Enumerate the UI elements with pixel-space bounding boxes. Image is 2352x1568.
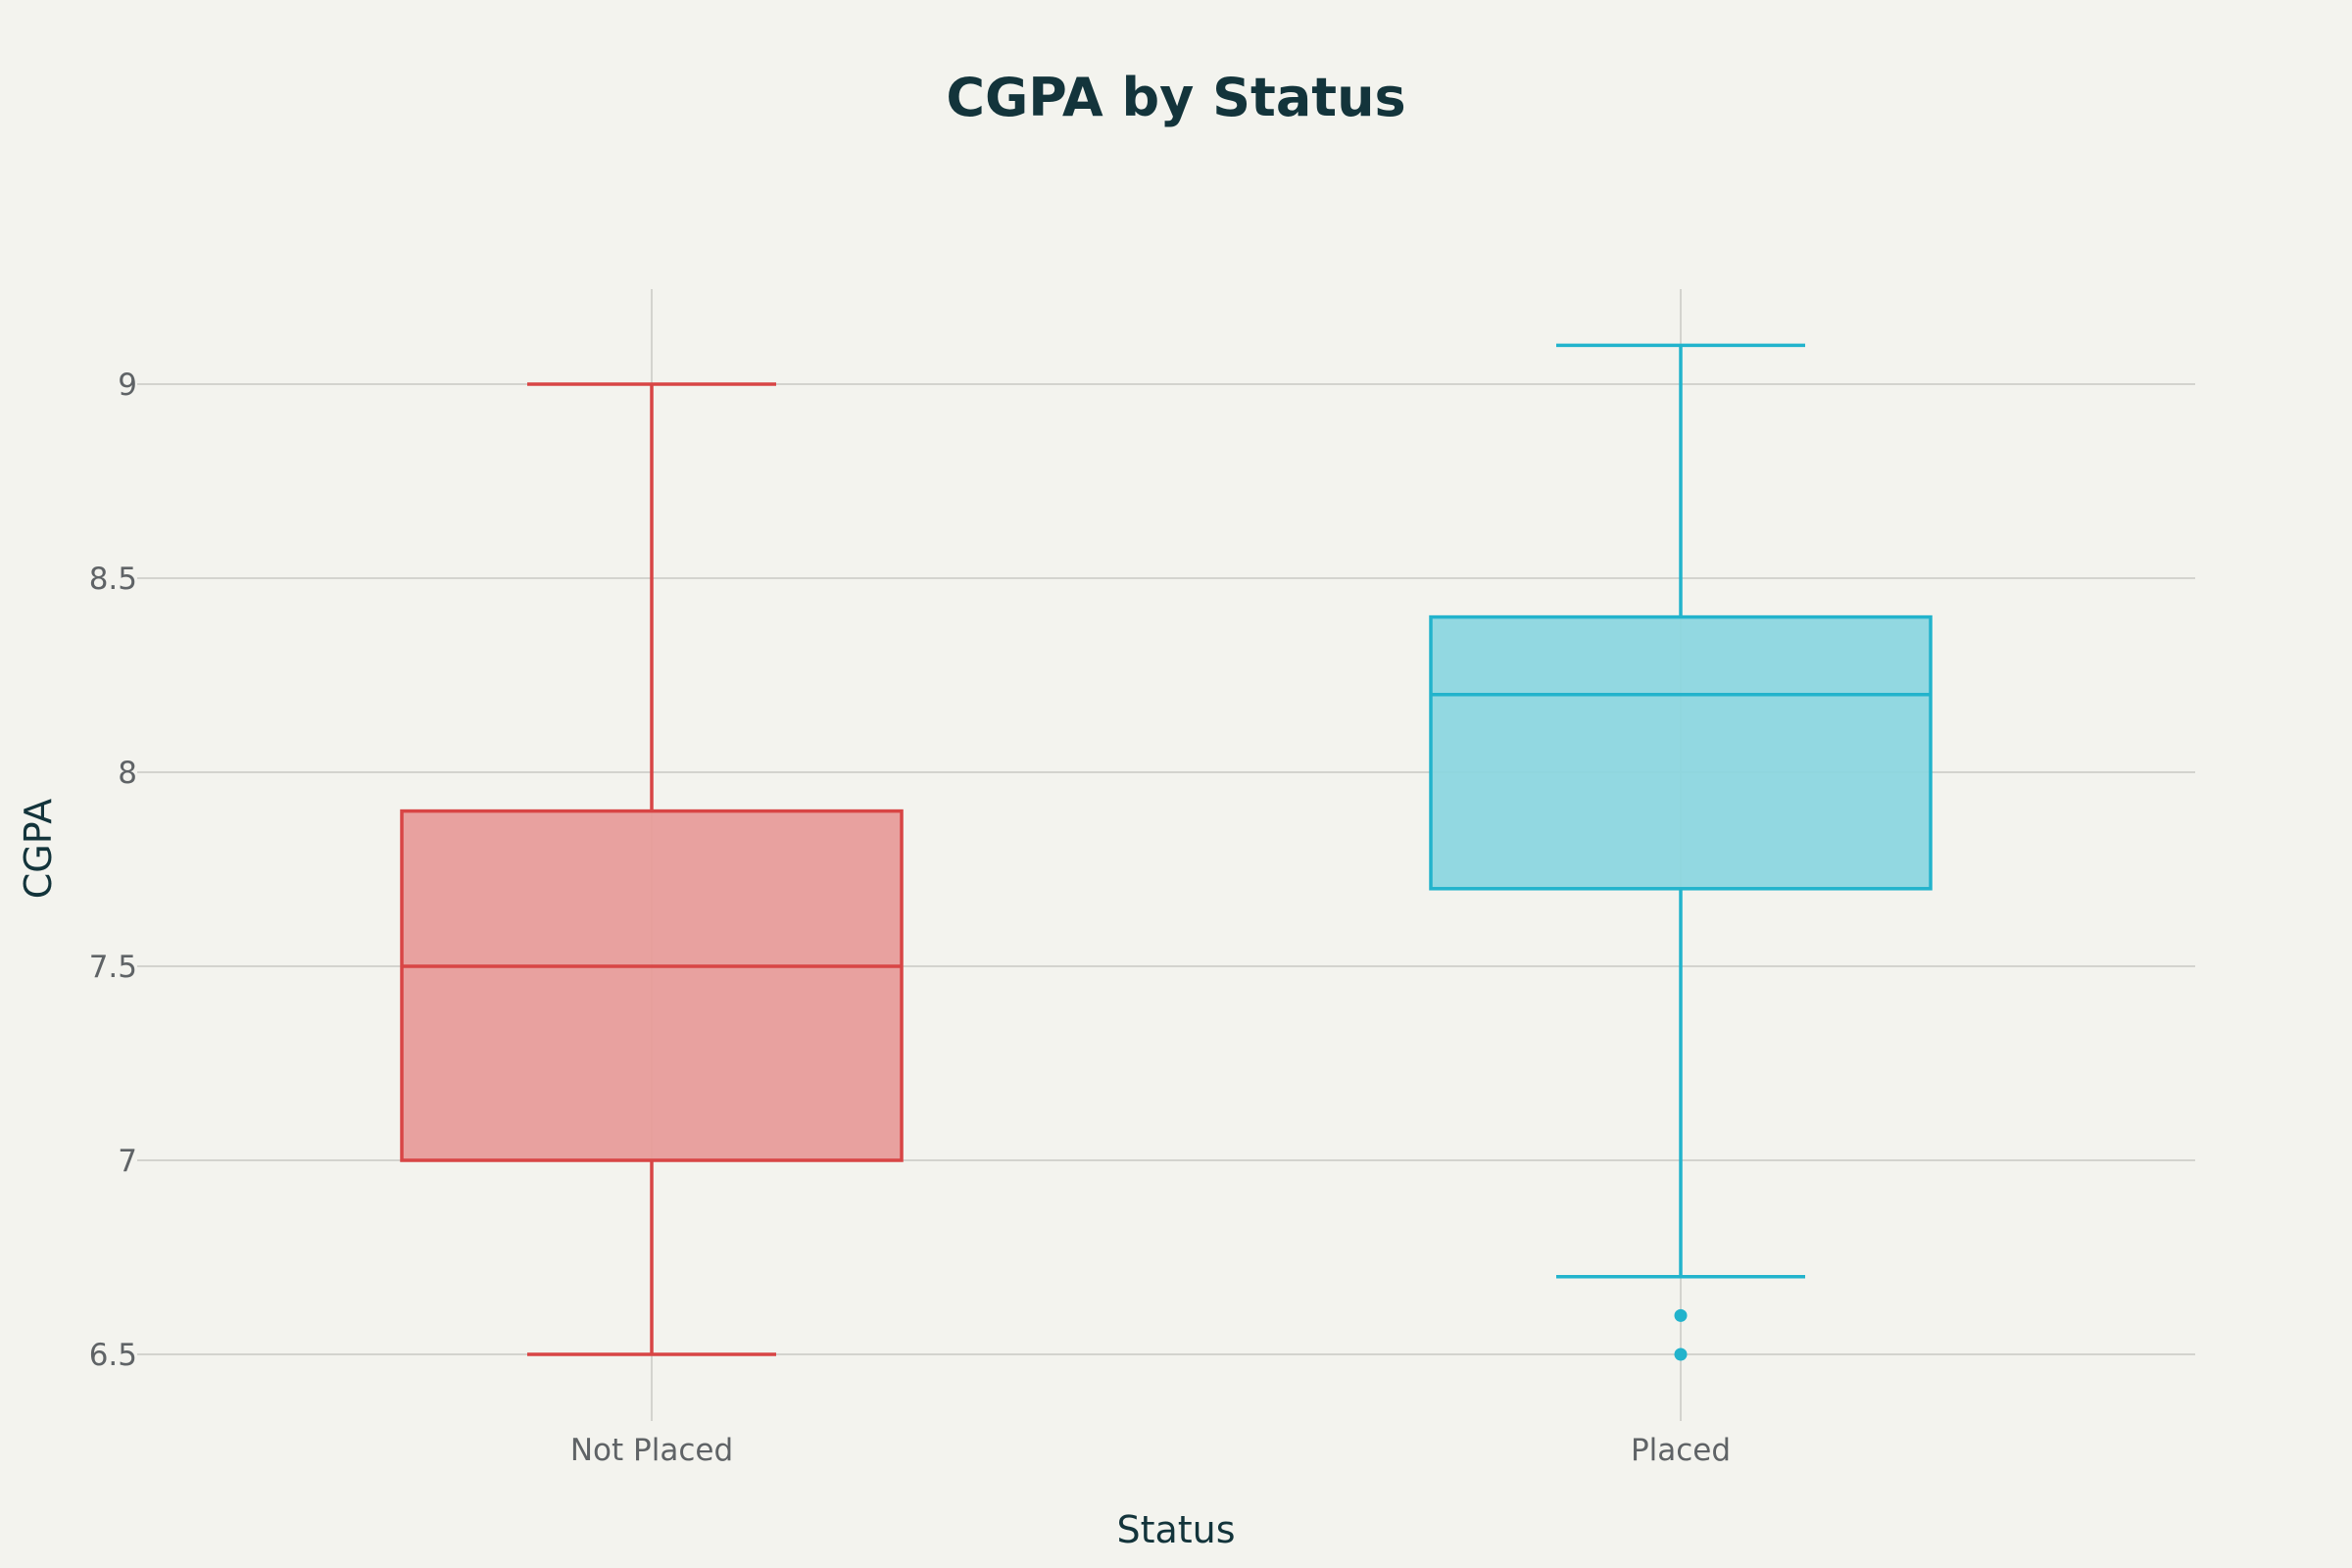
iqr-box [400, 808, 904, 1162]
box-not-placed [400, 382, 904, 1356]
tick-labels: 6.5 7 7.5 8 8.5 9 Not Placed Placed [89, 368, 1731, 1468]
outlier-point [1674, 1348, 1688, 1361]
x-tick-label: Placed [1631, 1433, 1731, 1468]
chart-title: CGPA by Status [946, 67, 1405, 128]
boxes [400, 343, 1933, 1361]
y-tick-label: 9 [118, 368, 137, 403]
outlier-point [1674, 1308, 1688, 1322]
y-tick-label: 8.5 [89, 562, 137, 597]
y-tick-label: 7 [118, 1144, 137, 1179]
iqr-box [1429, 614, 1933, 891]
y-tick-label: 8 [118, 756, 137, 791]
box-placed [1429, 343, 1933, 1361]
x-axis-title: Status [1116, 1508, 1235, 1551]
x-tick-label: Not Placed [570, 1433, 733, 1468]
y-tick-label: 7.5 [89, 950, 137, 985]
y-axis-title: CGPA [17, 799, 60, 899]
y-tick-label: 6.5 [89, 1338, 137, 1373]
